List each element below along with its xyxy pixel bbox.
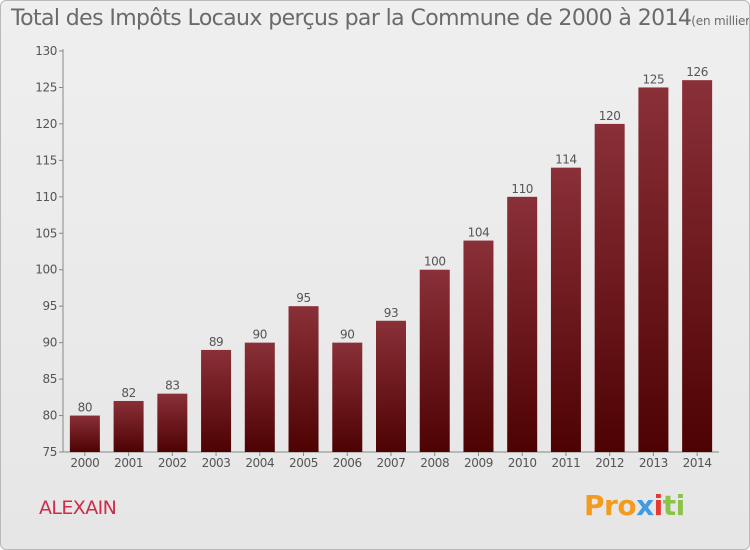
x-tick-label: 2012 xyxy=(595,456,624,470)
bar xyxy=(594,123,625,452)
bar xyxy=(638,87,669,453)
data-label: 90 xyxy=(340,328,354,342)
data-label: 80 xyxy=(78,401,92,415)
logo-part: x xyxy=(636,489,654,522)
x-tick-label: 2008 xyxy=(420,456,449,470)
logo-part: ti xyxy=(662,489,685,522)
chart-unit: (en milliers d'€) xyxy=(691,14,750,28)
bar xyxy=(113,400,144,452)
y-tick-label: 115 xyxy=(35,153,57,167)
bar xyxy=(463,240,494,452)
data-label: 104 xyxy=(468,226,490,240)
x-tick-label: 2009 xyxy=(464,456,493,470)
data-label: 110 xyxy=(511,182,533,196)
chart-title-text: Total des Impôts Locaux perçus par la Co… xyxy=(11,6,692,31)
x-tick-label: 2011 xyxy=(551,456,580,470)
data-label: 100 xyxy=(424,255,446,269)
bar xyxy=(288,306,319,452)
bar xyxy=(550,167,581,452)
logo-part: Pro xyxy=(584,489,637,522)
bar xyxy=(244,342,275,452)
bar xyxy=(201,349,232,452)
commune-name: ALEXAIN xyxy=(39,497,117,519)
y-tick-label: 120 xyxy=(35,117,57,131)
x-tick-label: 2007 xyxy=(377,456,406,470)
y-tick-label: 80 xyxy=(43,409,57,423)
bar xyxy=(507,196,538,452)
data-label: 114 xyxy=(555,153,577,167)
proxiti-logo: Proxiti xyxy=(584,489,685,522)
bar xyxy=(332,342,363,452)
x-tick-label: 2001 xyxy=(114,456,143,470)
x-tick-label: 2003 xyxy=(202,456,231,470)
data-label: 90 xyxy=(253,328,267,342)
logo-part: i xyxy=(653,489,664,522)
bar xyxy=(69,415,100,452)
y-tick-label: 130 xyxy=(35,44,57,58)
data-label: 120 xyxy=(599,109,621,123)
chart-title: Total des Impôts Locaux perçus par la Co… xyxy=(11,6,750,31)
bar xyxy=(376,320,406,452)
x-tick-label: 2010 xyxy=(508,456,537,470)
x-tick-label: 2013 xyxy=(639,456,668,470)
bar xyxy=(419,269,450,452)
x-tick-label: 2004 xyxy=(245,456,274,470)
x-tick-label: 2000 xyxy=(70,456,99,470)
data-label: 89 xyxy=(209,335,223,349)
x-tick-label: 2014 xyxy=(683,456,712,470)
data-label: 83 xyxy=(165,379,179,393)
y-tick-label: 110 xyxy=(35,190,57,204)
y-tick-label: 100 xyxy=(35,263,57,277)
data-label: 95 xyxy=(296,291,310,305)
x-tick-label: 2002 xyxy=(158,456,187,470)
y-tick-label: 75 xyxy=(43,445,57,459)
x-tick-label: 2005 xyxy=(289,456,318,470)
y-tick-label: 95 xyxy=(43,299,57,313)
data-label: 125 xyxy=(643,72,665,86)
y-tick-label: 105 xyxy=(35,226,57,240)
data-label: 93 xyxy=(384,306,398,320)
y-tick-label: 85 xyxy=(43,372,57,386)
y-tick-label: 90 xyxy=(43,336,57,350)
bar xyxy=(682,80,713,452)
y-tick-label: 125 xyxy=(35,80,57,94)
data-label: 82 xyxy=(121,386,135,400)
data-label: 126 xyxy=(686,65,708,79)
x-tick-label: 2006 xyxy=(333,456,362,470)
bar xyxy=(157,393,188,452)
